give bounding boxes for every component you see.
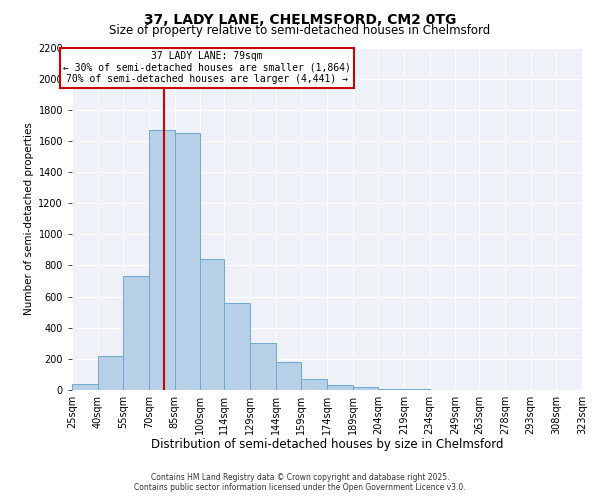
Text: 37, LADY LANE, CHELMSFORD, CM2 0TG: 37, LADY LANE, CHELMSFORD, CM2 0TG	[144, 12, 456, 26]
Bar	[149, 130, 175, 390]
Bar	[124, 276, 149, 390]
Bar	[72, 384, 98, 390]
X-axis label: Distribution of semi-detached houses by size in Chelmsford: Distribution of semi-detached houses by …	[151, 438, 503, 452]
Text: 37 LADY LANE: 79sqm
← 30% of semi-detached houses are smaller (1,864)
70% of sem: 37 LADY LANE: 79sqm ← 30% of semi-detach…	[63, 51, 351, 84]
Bar	[250, 344, 275, 390]
Bar	[200, 259, 224, 390]
Text: Contains HM Land Registry data © Crown copyright and database right 2025.
Contai: Contains HM Land Registry data © Crown c…	[134, 473, 466, 492]
Bar	[404, 389, 430, 390]
Y-axis label: Number of semi-detached properties: Number of semi-detached properties	[24, 122, 34, 315]
Bar	[175, 133, 200, 390]
Bar	[224, 303, 250, 390]
Bar	[327, 384, 353, 390]
Bar	[301, 379, 327, 390]
Bar	[353, 387, 379, 390]
Text: Size of property relative to semi-detached houses in Chelmsford: Size of property relative to semi-detach…	[109, 24, 491, 37]
Bar	[379, 389, 404, 390]
Bar	[275, 362, 301, 390]
Bar	[98, 356, 124, 390]
